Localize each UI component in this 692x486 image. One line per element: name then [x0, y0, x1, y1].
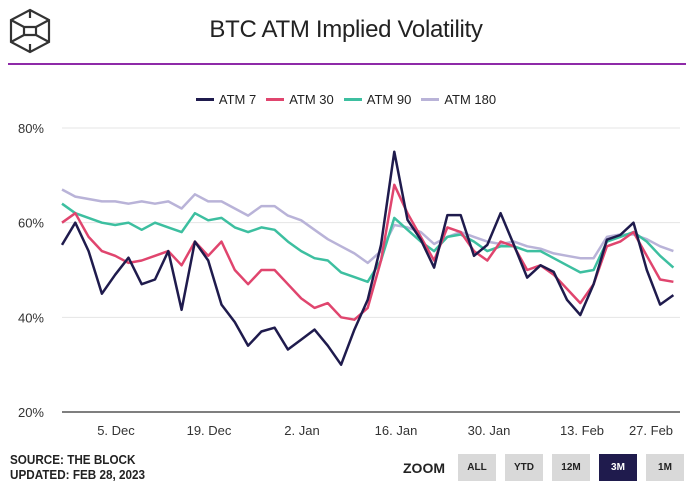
- legend-label: ATM 180: [444, 92, 497, 107]
- legend-item-atm180[interactable]: ATM 180: [421, 92, 496, 107]
- series-line-atm-90: [61, 202, 675, 284]
- y-tick-label: 20%: [18, 405, 44, 420]
- legend-item-atm90[interactable]: ATM 90: [343, 92, 412, 107]
- the-block-logo: [9, 8, 51, 54]
- zoom-12m-button[interactable]: 12M: [552, 454, 590, 481]
- title-divider: [8, 63, 686, 65]
- series-line-atm-7: [60, 150, 675, 366]
- legend-swatch: [343, 98, 362, 101]
- zoom-controls: ZOOM ALL YTD 12M 3M 1M: [403, 454, 684, 481]
- legend-item-atm7[interactable]: ATM 7: [195, 92, 257, 107]
- x-tick-label: 2. Jan: [284, 423, 319, 438]
- zoom-all-button[interactable]: ALL: [458, 454, 496, 481]
- legend-label: ATM 90: [366, 92, 412, 107]
- legend-swatch: [266, 98, 285, 101]
- x-tick-label: 27. Feb: [629, 423, 673, 438]
- zoom-1m-button[interactable]: 1M: [646, 454, 684, 481]
- y-tick-label: 60%: [18, 216, 44, 231]
- x-tick-label: 30. Jan: [468, 423, 511, 438]
- legend-item-atm30[interactable]: ATM 30: [266, 92, 334, 107]
- legend-swatch: [195, 98, 214, 101]
- source-text: SOURCE: THE BLOCK: [10, 452, 136, 467]
- zoom-ytd-button[interactable]: YTD: [505, 454, 543, 481]
- chart-title: BTC ATM Implied Volatility: [209, 16, 483, 43]
- legend-swatch: [421, 98, 440, 101]
- zoom-label: ZOOM: [403, 459, 445, 476]
- y-tick-label: 80%: [18, 121, 44, 136]
- series-line-atm-180: [61, 188, 674, 265]
- x-tick-label: 16. Jan: [375, 423, 418, 438]
- legend-label: ATM 7: [218, 92, 257, 107]
- zoom-3m-button[interactable]: 3M: [599, 454, 637, 481]
- y-tick-label: 40%: [18, 310, 44, 325]
- legend: ATM 7 ATM 30 ATM 90 ATM 180: [0, 92, 692, 107]
- x-tick-label: 5. Dec: [97, 423, 135, 438]
- legend-label: ATM 30: [289, 92, 334, 107]
- series-line-atm-30: [61, 183, 674, 321]
- source-note: SOURCE: THE BLOCK UPDATED: FEB 28, 2023: [10, 452, 145, 482]
- x-tick-label: 19. Dec: [187, 423, 232, 438]
- x-tick-label: 13. Feb: [560, 423, 604, 438]
- updated-text: UPDATED: FEB 28, 2023: [10, 467, 146, 482]
